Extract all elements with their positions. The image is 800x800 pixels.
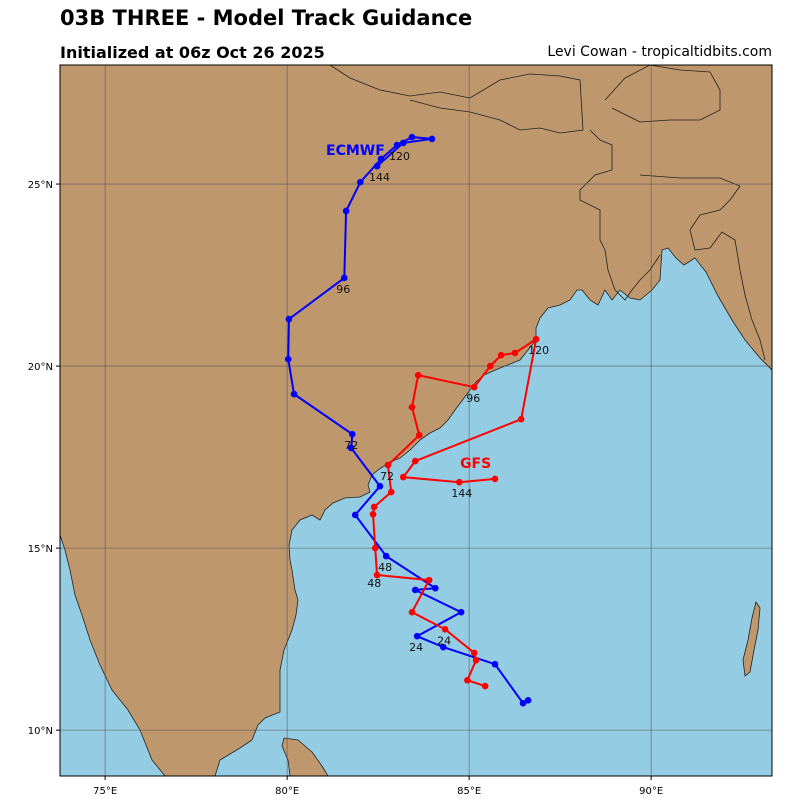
lat-tick-label: 20°N — [28, 362, 53, 373]
forecast-hour-label: 24 — [409, 641, 423, 654]
track-point — [373, 571, 381, 579]
border-bhutan — [604, 65, 721, 123]
track-point — [470, 649, 478, 657]
page-title: 03B THREE - Model Track Guidance — [60, 6, 473, 30]
track-point — [393, 141, 401, 149]
lat-tick-label: 10°N — [28, 726, 53, 737]
track-ecmwf: 24 48 72 96 120 144 ECMWF — [284, 133, 532, 707]
credit: Levi Cowan - tropicaltidbits.com — [547, 44, 772, 60]
model-label: ECMWF — [326, 143, 385, 159]
map-frame — [59, 64, 773, 777]
track-point — [470, 383, 478, 391]
track-point — [371, 544, 379, 552]
forecast-hour-label: 96 — [466, 392, 480, 405]
model-label: GFS — [460, 456, 491, 472]
track-point — [351, 511, 359, 519]
track-point — [491, 475, 499, 483]
track-gfs: 24 48 72 96 120 144 GFS — [367, 335, 549, 690]
track-point — [481, 682, 489, 690]
track-point — [431, 584, 439, 592]
track-point — [284, 355, 292, 363]
border-myanmar — [639, 174, 766, 361]
track-point — [440, 643, 447, 651]
track-point — [519, 699, 527, 707]
track-point — [411, 457, 419, 465]
track-point — [457, 608, 465, 616]
track-point — [472, 656, 480, 664]
track-point — [377, 155, 385, 163]
track-point — [384, 461, 392, 469]
track-point — [497, 351, 505, 359]
track-point — [441, 625, 449, 633]
track-point — [408, 608, 416, 616]
track-point — [387, 488, 395, 496]
track-point — [408, 133, 416, 141]
land-andaman-islands — [742, 601, 761, 677]
lon-tick-label: 80°E — [275, 786, 299, 797]
forecast-hour-label: 120 — [528, 344, 549, 357]
track-point — [348, 430, 356, 438]
forecast-hour-label: 48 — [367, 577, 381, 590]
track-point — [413, 632, 421, 640]
forecast-hour-label: 24 — [437, 634, 451, 647]
border-nepal — [329, 65, 584, 134]
forecast-hour-label: 72 — [344, 439, 358, 452]
lon-tick-label: 85°E — [457, 786, 481, 797]
track-point — [428, 135, 436, 143]
forecast-hour-label: 72 — [380, 470, 394, 483]
border-bangladesh — [579, 129, 661, 301]
track-point — [373, 162, 381, 170]
lon-tick-label: 75°E — [93, 786, 117, 797]
track-point — [532, 335, 540, 343]
track-point — [340, 274, 348, 282]
track-point — [376, 482, 384, 490]
track-point — [425, 576, 433, 584]
track-point — [464, 676, 471, 684]
track-point — [399, 473, 407, 481]
land-sri-lanka — [281, 737, 329, 776]
track-point — [408, 403, 416, 411]
track-point — [486, 362, 494, 370]
track-point — [411, 586, 419, 594]
track-point — [524, 696, 532, 704]
track-point — [285, 315, 293, 323]
track-point — [491, 660, 499, 668]
lat-tick-label: 15°N — [28, 544, 53, 555]
track-point — [290, 390, 298, 398]
track-point — [399, 139, 407, 147]
lat-tick-label: 25°N — [28, 180, 53, 191]
init-time: Initialized at 06z Oct 26 2025 — [60, 43, 325, 62]
track-point — [357, 178, 364, 186]
track-line — [372, 337, 538, 688]
forecast-hour-label: 144 — [451, 487, 472, 500]
forecast-hour-label: 48 — [378, 561, 392, 574]
track-point — [414, 371, 422, 379]
track-point — [347, 444, 355, 452]
track-point — [369, 510, 377, 518]
forecast-hour-label: 120 — [389, 150, 410, 163]
forecast-hour-label: 96 — [336, 283, 350, 296]
forecast-hour-label: 144 — [369, 171, 390, 184]
track-point — [382, 552, 390, 560]
lon-tick-label: 90°E — [639, 786, 663, 797]
track-point — [370, 503, 378, 511]
track-point — [342, 207, 350, 215]
track-point — [517, 415, 525, 423]
track-point — [511, 349, 519, 357]
track-point — [456, 478, 463, 486]
track-point — [415, 431, 423, 439]
